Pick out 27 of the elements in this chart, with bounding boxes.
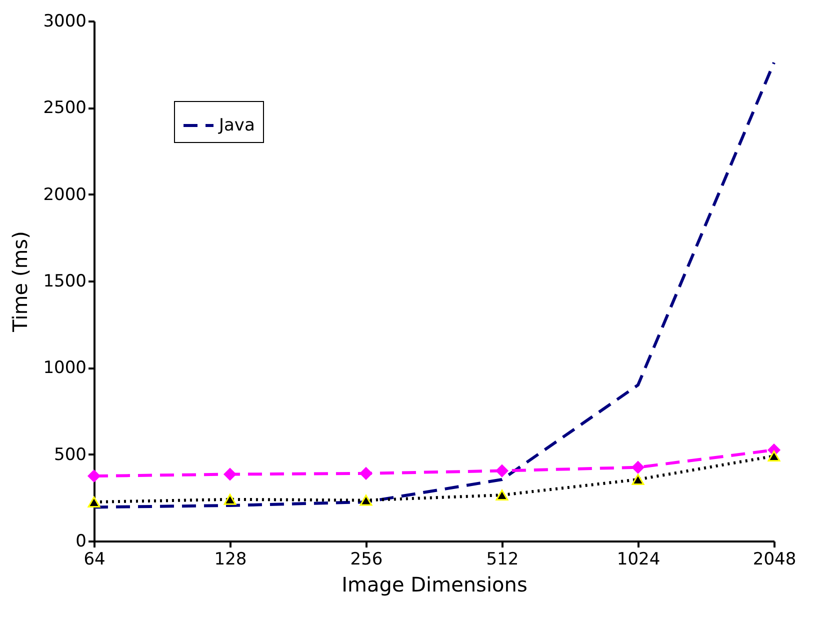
x-tick-label: 64 (84, 550, 106, 570)
point (360, 467, 372, 480)
point (496, 464, 508, 478)
x-tick-label: 2048 (752, 550, 796, 570)
x-tick-label: 1024 (616, 550, 660, 570)
point (768, 450, 780, 462)
y-tick-label: 1500 (43, 272, 86, 292)
y-tick-label: 3000 (43, 12, 86, 32)
x-tick-label: 128 (214, 550, 247, 570)
y-axis-title: Time (ms) (8, 231, 32, 333)
point (632, 461, 644, 474)
x-tick-label: 512 (486, 550, 519, 570)
y-tick-label: 0 (76, 532, 86, 552)
x-tick-label: 256 (350, 550, 383, 570)
y-tick-label: 2000 (43, 184, 86, 205)
point (88, 470, 100, 482)
x-axis-title: Image Dimensions (342, 572, 528, 596)
y-tick-label: 1000 (43, 358, 86, 378)
point (224, 468, 236, 480)
point (88, 496, 100, 508)
legend-label: Java (218, 116, 255, 136)
point (224, 494, 236, 505)
y-tick-label: 500 (54, 444, 86, 465)
point (360, 494, 372, 506)
y-tick-label: 2500 (43, 98, 86, 118)
point (496, 490, 508, 501)
point (632, 474, 644, 485)
